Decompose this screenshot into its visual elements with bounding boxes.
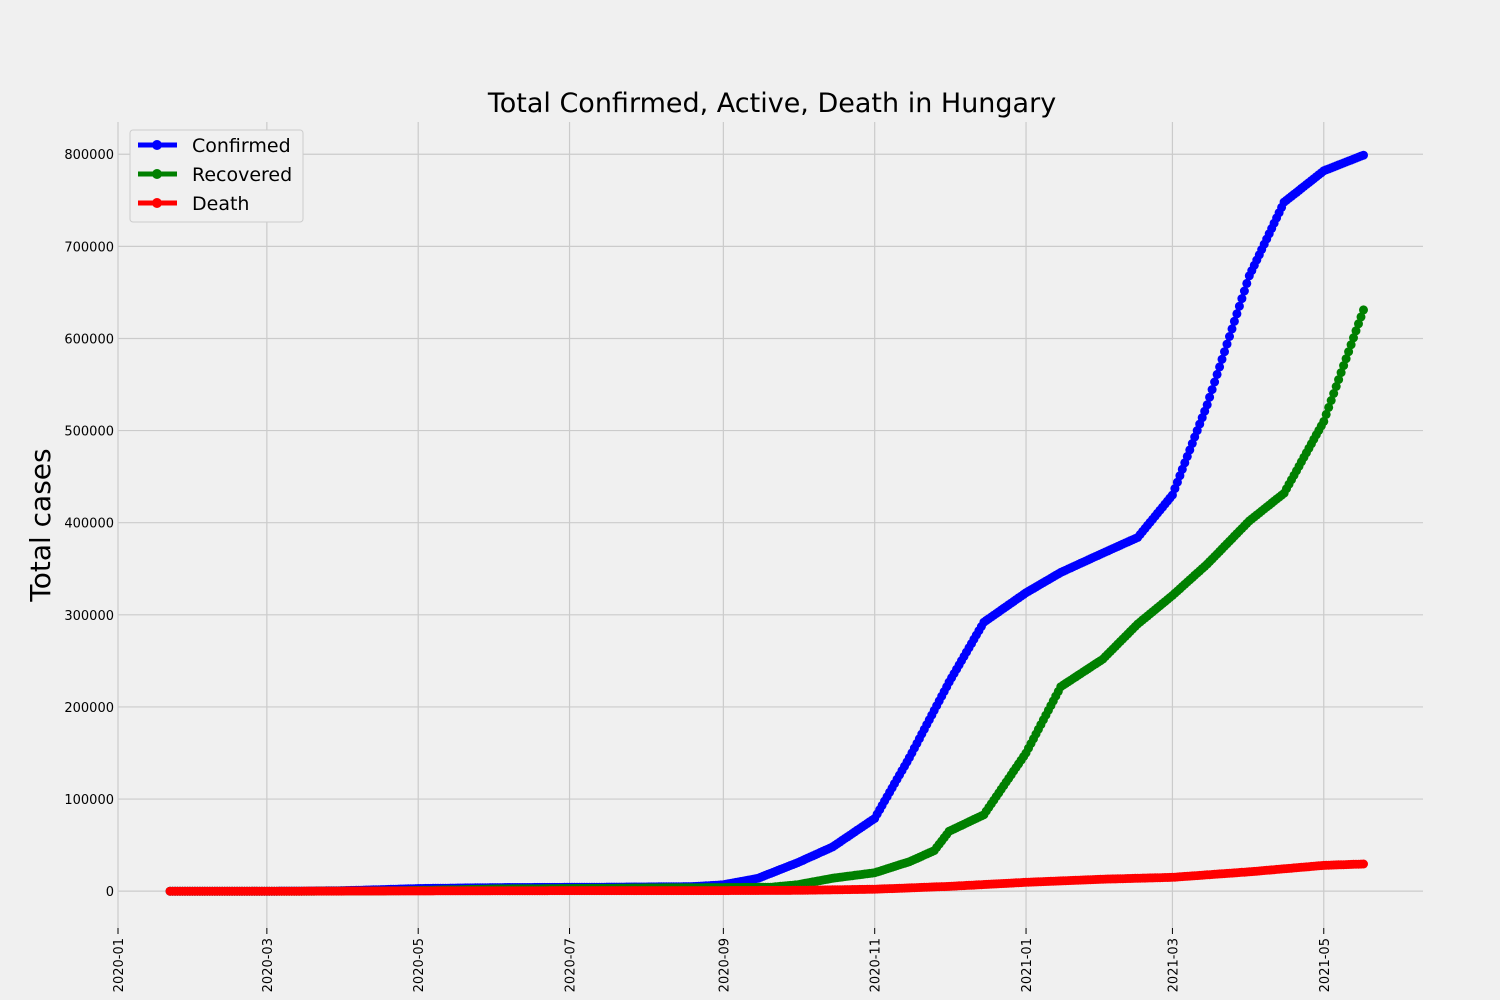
series-layer — [165, 150, 1368, 896]
axes: 0 100000 200000 300000 400000 500000 600000 700… — [64, 148, 1332, 992]
y-tick-label: 200000 — [64, 701, 114, 716]
x-tick-label: 2020-05 — [412, 938, 427, 992]
y-tick-label: 400000 — [64, 517, 114, 532]
data-point — [1341, 354, 1351, 364]
x-tick-label: 2020-07 — [564, 938, 579, 992]
x-tick-label: 2020-11 — [869, 938, 884, 992]
grid — [117, 122, 1423, 928]
y-tick-label: 600000 — [64, 332, 114, 347]
data-point — [1215, 362, 1225, 372]
data-point — [1212, 369, 1222, 379]
data-point — [1336, 368, 1346, 378]
y-tick-label: 300000 — [64, 609, 114, 624]
legend-label: Confirmed — [192, 135, 291, 157]
data-point — [1359, 305, 1368, 315]
legend-marker — [152, 140, 162, 150]
series-recovered — [165, 305, 1368, 896]
x-tick-label: 2021-05 — [1318, 938, 1333, 992]
data-point — [1346, 340, 1356, 350]
data-point — [1359, 150, 1368, 160]
legend-marker — [152, 169, 162, 179]
data-point — [1239, 286, 1249, 296]
data-point — [1344, 347, 1354, 357]
data-point — [1329, 389, 1339, 398]
data-point — [1319, 416, 1329, 426]
data-point — [1349, 333, 1358, 343]
y-tick-label: 0 — [106, 885, 114, 900]
legend-marker — [152, 198, 162, 208]
y-axis-label: Total cases — [24, 448, 57, 602]
legend: Confirmed Recovered Death — [129, 129, 304, 223]
legend-label: Recovered — [192, 164, 292, 186]
x-tick-label: 2020-03 — [261, 938, 276, 992]
x-tick-label: 2021-01 — [1020, 938, 1035, 992]
data-point — [1207, 385, 1217, 395]
data-point — [1225, 332, 1234, 341]
data-point — [1229, 316, 1239, 326]
data-point — [1324, 402, 1334, 412]
y-tick-label: 100000 — [64, 793, 114, 808]
data-point — [1217, 354, 1227, 364]
data-point — [1227, 324, 1237, 334]
y-tick-label: 500000 — [64, 425, 114, 440]
data-point — [1326, 396, 1336, 405]
data-point — [1354, 319, 1363, 329]
x-tick-label: 2020-01 — [112, 938, 127, 992]
x-tick-label: 2021-03 — [1166, 938, 1181, 992]
data-point — [1220, 347, 1229, 357]
data-point — [1242, 278, 1252, 288]
data-point — [1234, 301, 1244, 311]
x-tick-label: 2020-09 — [717, 938, 732, 992]
data-point — [1232, 309, 1242, 319]
data-point — [1205, 392, 1215, 402]
legend-box — [129, 129, 304, 223]
data-point — [1356, 312, 1366, 322]
series-line — [170, 309, 1366, 894]
y-tick-label: 700000 — [64, 240, 114, 255]
data-point — [1334, 375, 1344, 385]
data-point — [1202, 400, 1212, 410]
data-point — [1222, 339, 1232, 349]
y-tick-label: 800000 — [64, 148, 114, 163]
data-point — [1321, 409, 1331, 419]
data-point — [1359, 859, 1368, 869]
data-point — [1351, 326, 1361, 336]
chart-title: Total Confirmed, Active, Death in Hungar… — [487, 88, 1056, 119]
data-point — [1237, 294, 1247, 304]
data-point — [1210, 377, 1220, 387]
series-death — [165, 859, 1368, 896]
data-point — [1331, 382, 1341, 391]
data-point — [1339, 361, 1349, 371]
legend-label: Death — [192, 193, 249, 215]
